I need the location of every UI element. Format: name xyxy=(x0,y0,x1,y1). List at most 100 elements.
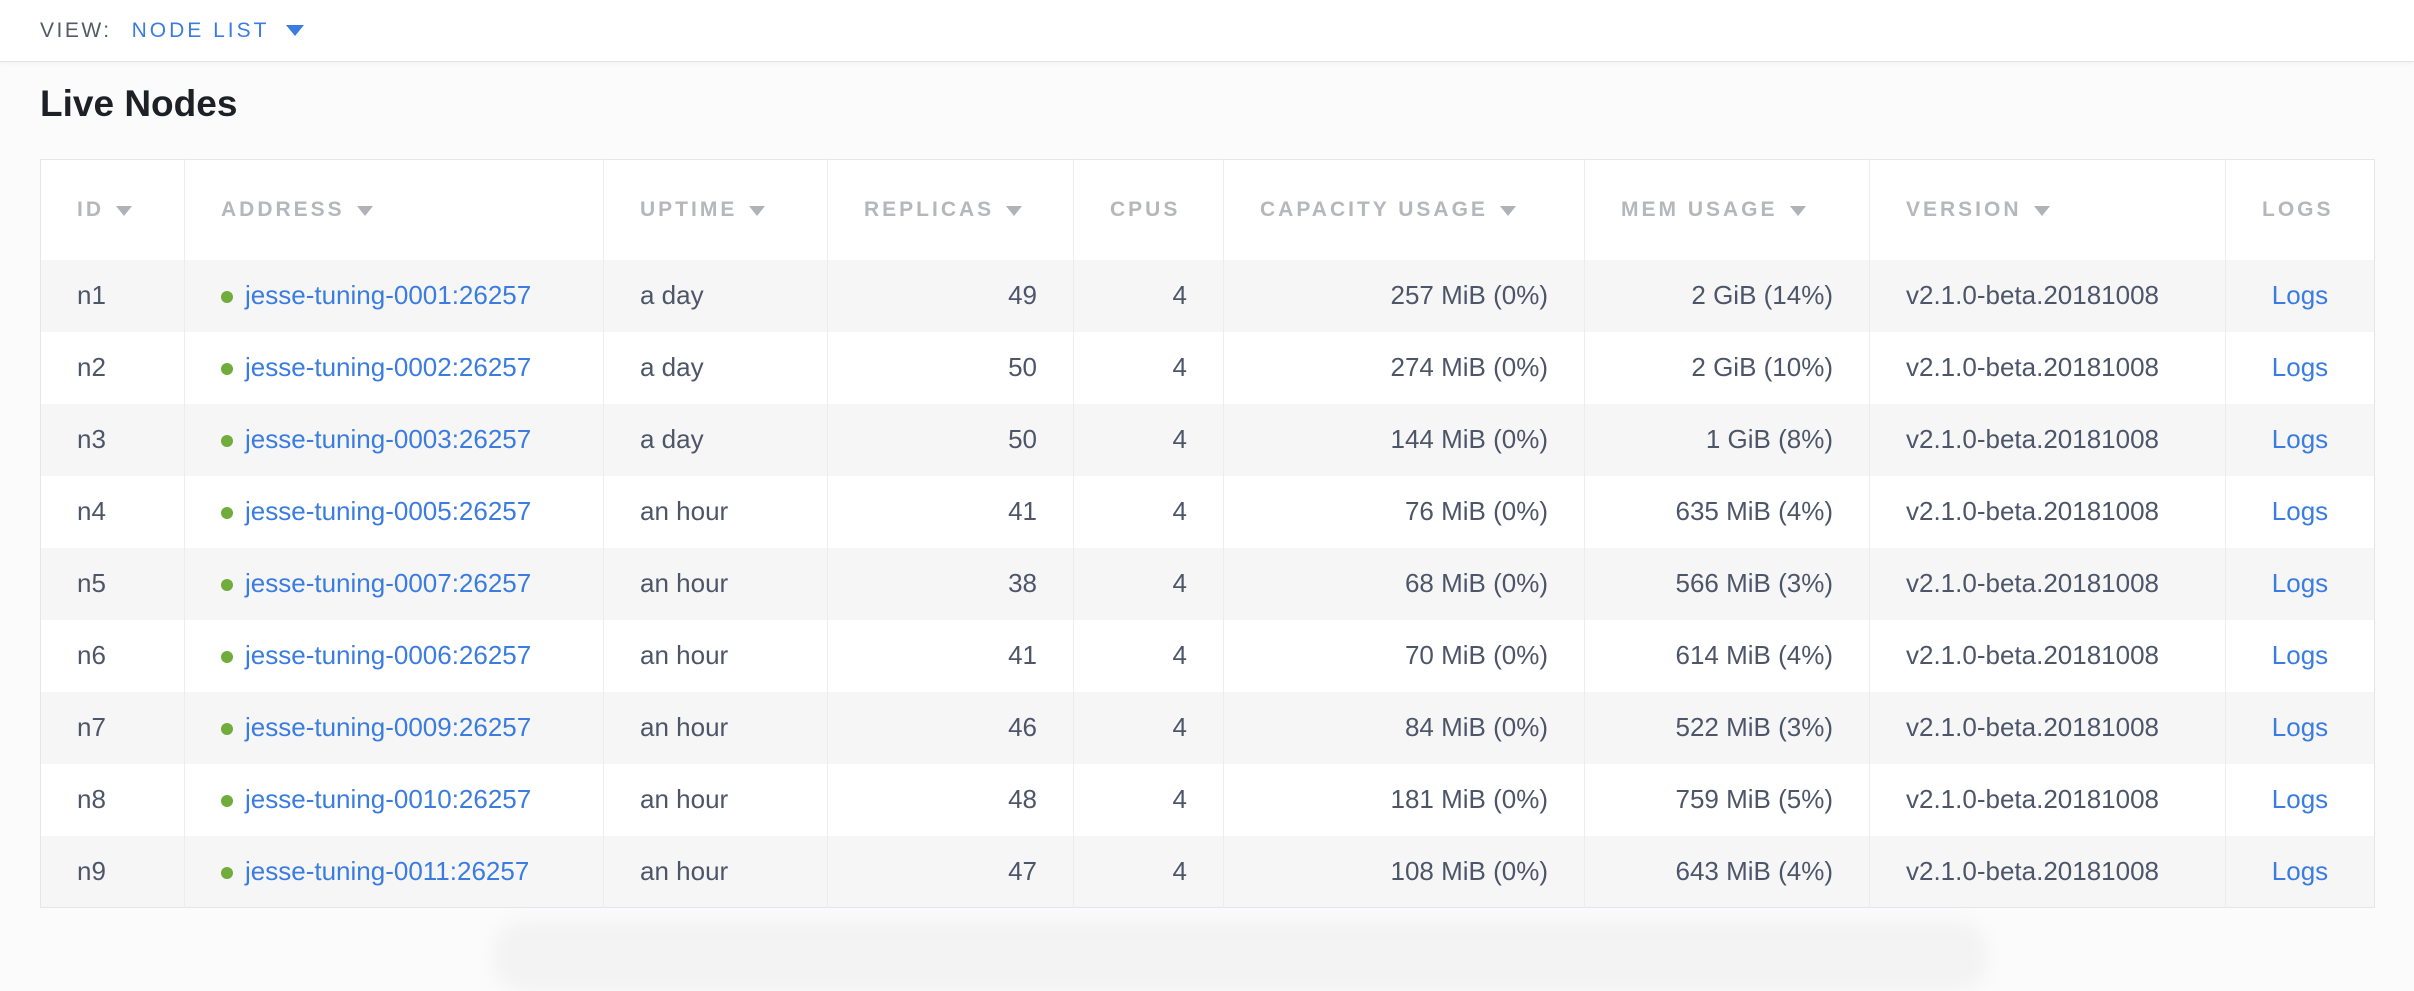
live-status-dot-icon xyxy=(221,651,233,663)
column-header-replicas[interactable]: REPLICAS xyxy=(827,159,1074,260)
node-address-link[interactable]: jesse-tuning-0011:26257 xyxy=(245,855,530,886)
cell-capacity: 68 MiB (0%) xyxy=(1223,547,1585,620)
node-version: v2.1.0-beta.20181008 xyxy=(1906,784,2159,814)
column-header-mem[interactable]: MEM USAGE xyxy=(1584,159,1870,260)
cell-capacity: 70 MiB (0%) xyxy=(1223,619,1585,692)
logs-link[interactable]: Logs xyxy=(2271,784,2329,814)
logs-link[interactable]: Logs xyxy=(2271,496,2329,526)
node-row-n9: n9 jesse-tuning-0011:26257 an hour 47 4 108 M… xyxy=(40,835,2375,908)
view-selected-value: NODE LIST xyxy=(131,18,270,42)
node-address-link[interactable]: jesse-tuning-0009:26257 xyxy=(245,712,532,742)
node-address: jesse-tuning-0005:26257 xyxy=(221,496,531,526)
node-address: jesse-tuning-0006:26257 xyxy=(221,640,531,670)
view-selector-dropdown[interactable]: NODE LIST xyxy=(132,19,305,43)
node-mem-usage: 522 MiB (3%) xyxy=(1675,712,1834,742)
node-row-n8: n8 jesse-tuning-0010:26257 an hour 48 4 181 M… xyxy=(40,763,2375,836)
node-row-n5: n5 jesse-tuning-0007:26257 an hour 38 4 68 Mi… xyxy=(40,547,2375,620)
column-header-label: ID xyxy=(77,197,104,221)
node-address-link[interactable]: jesse-tuning-0010:26257 xyxy=(245,784,532,814)
node-version: v2.1.0-beta.20181008 xyxy=(1906,855,2159,886)
logs-link[interactable]: Logs xyxy=(2271,640,2329,670)
logs-link[interactable]: Logs xyxy=(2271,568,2329,598)
node-address: jesse-tuning-0009:26257 xyxy=(221,712,531,742)
cell-uptime: an hour xyxy=(603,763,828,836)
cell-uptime: an hour xyxy=(603,619,828,692)
logs-link[interactable]: Logs xyxy=(2271,424,2329,454)
logs-link[interactable]: Logs xyxy=(2271,855,2329,886)
node-uptime: an hour xyxy=(640,784,729,814)
node-address-link[interactable]: jesse-tuning-0003:26257 xyxy=(245,424,532,454)
node-cpus: 4 xyxy=(1172,784,1187,814)
node-address: jesse-tuning-0003:26257 xyxy=(221,424,531,454)
node-address-link[interactable]: jesse-tuning-0005:26257 xyxy=(245,496,532,526)
column-header-version[interactable]: VERSION xyxy=(1869,159,2226,260)
node-mem-usage: 2 GiB (14%) xyxy=(1691,280,1833,310)
column-header-address[interactable]: ADDRESS xyxy=(184,159,604,260)
cell-mem: 614 MiB (4%) xyxy=(1584,619,1870,692)
node-cpus: 4 xyxy=(1172,496,1187,526)
node-row-n2: n2 jesse-tuning-0002:26257 a day 50 4 274 MiB… xyxy=(40,331,2375,404)
node-address-link[interactable]: jesse-tuning-0007:26257 xyxy=(245,568,532,598)
sort-desc-icon xyxy=(749,205,766,216)
node-id: n8 xyxy=(77,784,106,814)
cell-capacity: 181 MiB (0%) xyxy=(1223,763,1585,836)
node-mem-usage: 2 GiB (10%) xyxy=(1691,352,1833,382)
node-replicas: 50 xyxy=(1008,424,1037,454)
cell-mem: 566 MiB (3%) xyxy=(1584,547,1870,620)
live-nodes-section: Live Nodes ID ADDRESS UPTIME REPLICAS CPUS CA… xyxy=(0,82,2414,908)
node-capacity-usage: 76 MiB (0%) xyxy=(1404,496,1548,526)
column-header-id[interactable]: ID xyxy=(40,159,185,260)
cell-replicas: 46 xyxy=(827,691,1074,764)
cell-address: jesse-tuning-0011:26257 xyxy=(184,835,604,908)
cell-mem: 2 GiB (14%) xyxy=(1584,259,1870,332)
cell-capacity: 76 MiB (0%) xyxy=(1223,475,1585,548)
logs-link[interactable]: Logs xyxy=(2271,712,2329,742)
node-replicas: 47 xyxy=(1008,855,1037,886)
cell-capacity: 274 MiB (0%) xyxy=(1223,331,1585,404)
column-header-uptime[interactable]: UPTIME xyxy=(603,159,828,260)
cell-replicas: 50 xyxy=(827,331,1074,404)
logs-link[interactable]: Logs xyxy=(2271,352,2329,382)
cell-mem: 2 GiB (10%) xyxy=(1584,331,1870,404)
live-status-dot-icon xyxy=(221,435,233,447)
cell-id: n9 xyxy=(40,835,185,908)
cell-replicas: 38 xyxy=(827,547,1074,620)
cell-address: jesse-tuning-0002:26257 xyxy=(184,331,604,404)
cell-cpus: 4 xyxy=(1073,475,1224,548)
node-cpus: 4 xyxy=(1172,352,1187,382)
cell-id: n3 xyxy=(40,403,185,476)
cell-id: n1 xyxy=(40,259,185,332)
sort-desc-icon xyxy=(1499,205,1516,216)
node-replicas: 50 xyxy=(1008,352,1037,382)
node-address-link[interactable]: jesse-tuning-0006:26257 xyxy=(245,640,532,670)
live-status-dot-icon xyxy=(221,579,233,591)
cell-uptime: an hour xyxy=(603,475,828,548)
node-version: v2.1.0-beta.20181008 xyxy=(1906,712,2159,742)
node-uptime: a day xyxy=(640,280,704,310)
node-address-link[interactable]: jesse-tuning-0002:26257 xyxy=(245,352,532,382)
column-header-capacity[interactable]: CAPACITY USAGE xyxy=(1223,159,1585,260)
node-capacity-usage: 181 MiB (0%) xyxy=(1390,784,1549,814)
column-header-label: VERSION xyxy=(1906,197,2022,221)
node-id: n6 xyxy=(77,640,106,670)
cell-address: jesse-tuning-0006:26257 xyxy=(184,619,604,692)
node-capacity-usage: 108 MiB (0%) xyxy=(1390,855,1549,886)
logs-link[interactable]: Logs xyxy=(2271,280,2329,310)
live-nodes-table: ID ADDRESS UPTIME REPLICAS CPUS CAPACITY USAG… xyxy=(40,159,2375,908)
node-address-link[interactable]: jesse-tuning-0001:26257 xyxy=(245,280,532,310)
cell-address: jesse-tuning-0001:26257 xyxy=(184,259,604,332)
cell-mem: 522 MiB (3%) xyxy=(1584,691,1870,764)
node-id: n9 xyxy=(77,855,106,886)
node-row-n6: n6 jesse-tuning-0006:26257 an hour 41 4 70 Mi… xyxy=(40,619,2375,692)
node-id: n3 xyxy=(77,424,106,454)
node-id: n5 xyxy=(77,568,106,598)
node-id: n1 xyxy=(77,280,106,310)
chevron-down-icon xyxy=(286,25,305,36)
node-replicas: 46 xyxy=(1008,712,1037,742)
cell-logs: Logs xyxy=(2226,548,2375,620)
node-row-n1: n1 jesse-tuning-0001:26257 a day 49 4 257 MiB… xyxy=(40,259,2375,332)
table-header-row: ID ADDRESS UPTIME REPLICAS CPUS CAPACITY USAG… xyxy=(40,159,2375,260)
cell-uptime: an hour xyxy=(603,835,828,908)
cell-cpus: 4 xyxy=(1073,691,1224,764)
node-version: v2.1.0-beta.20181008 xyxy=(1906,640,2159,670)
